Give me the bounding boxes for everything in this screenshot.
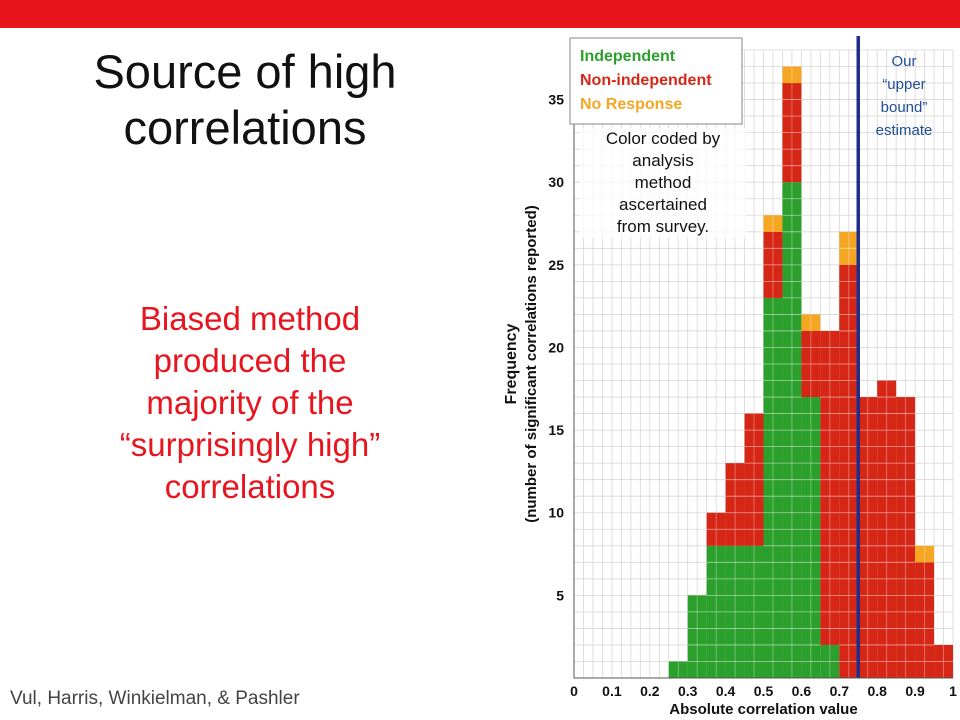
x-tick-label: 0.7 [830,683,850,699]
x-tick-label: 1 [949,683,957,699]
upper-bound-annotation: Our “upper bound” estimate [875,53,933,139]
y-tick-label: 35 [548,92,564,108]
legend-box [569,37,743,125]
slide-title: Source of high correlations [93,45,397,154]
legend-entry: No Response [580,96,682,113]
bar-no-response [763,215,783,232]
bar-no-response [782,66,802,84]
bar-independent [763,297,783,678]
y-tick-label: 25 [548,257,564,273]
bar-independent [668,661,688,678]
y-tick-label: 10 [548,505,564,521]
citation: Vul, Harris, Winkielman, & Pashler [10,688,300,709]
bar-non-independent [725,463,745,546]
y-axis-title: Frequency [503,323,520,404]
legend-entry: Independent [580,48,676,65]
x-tick-label: 0.5 [754,683,774,699]
bar-non-independent [896,397,916,678]
x-tick-label: 0.8 [867,683,887,699]
color-code-annotation: Color coded by analysis method ascertain… [580,128,746,238]
legend-entry: Non-independent [580,72,712,89]
bar-independent [687,595,707,678]
bar-non-independent [858,397,878,678]
x-tick-label: 0 [570,683,578,699]
histogram-bars [668,66,953,679]
correlation-histogram: 0 0.1 0.2 0.3 0.4 0.5 0.6 0.7 0.8 0.9 151015202530… [503,36,957,718]
chart-legend: Independent Non-independent No Response [569,37,743,125]
x-tick-label: 0.2 [640,683,660,699]
bar-non-independent [915,562,935,678]
bar-non-independent [839,264,859,678]
chart-labels: 0 0.1 0.2 0.3 0.4 0.5 0.6 0.7 0.8 0.9 151015202530… [503,92,957,718]
bar-independent [801,397,821,678]
chart-axes [573,36,953,679]
top-accent-bar [0,0,960,28]
y-tick-label: 5 [556,587,564,603]
y-tick-label: 20 [548,339,564,355]
x-tick-label: 0.1 [602,683,622,699]
x-tick-label: 0.9 [905,683,925,699]
slide-body-text: Biased method produced the majority of t… [119,300,381,505]
x-axis-title: Absolute correlation value [669,701,857,718]
x-tick-label: 0.4 [716,683,736,699]
x-tick-label: 0.3 [678,683,698,699]
y-tick-label: 30 [548,174,564,190]
x-tick-label: 0.6 [792,683,812,699]
bar-no-response [915,545,935,563]
bar-non-independent [820,330,840,645]
y-axis-subtitle: (number of significant correlations repo… [523,205,540,523]
bar-no-response [801,314,821,331]
y-tick-label: 15 [548,422,564,438]
